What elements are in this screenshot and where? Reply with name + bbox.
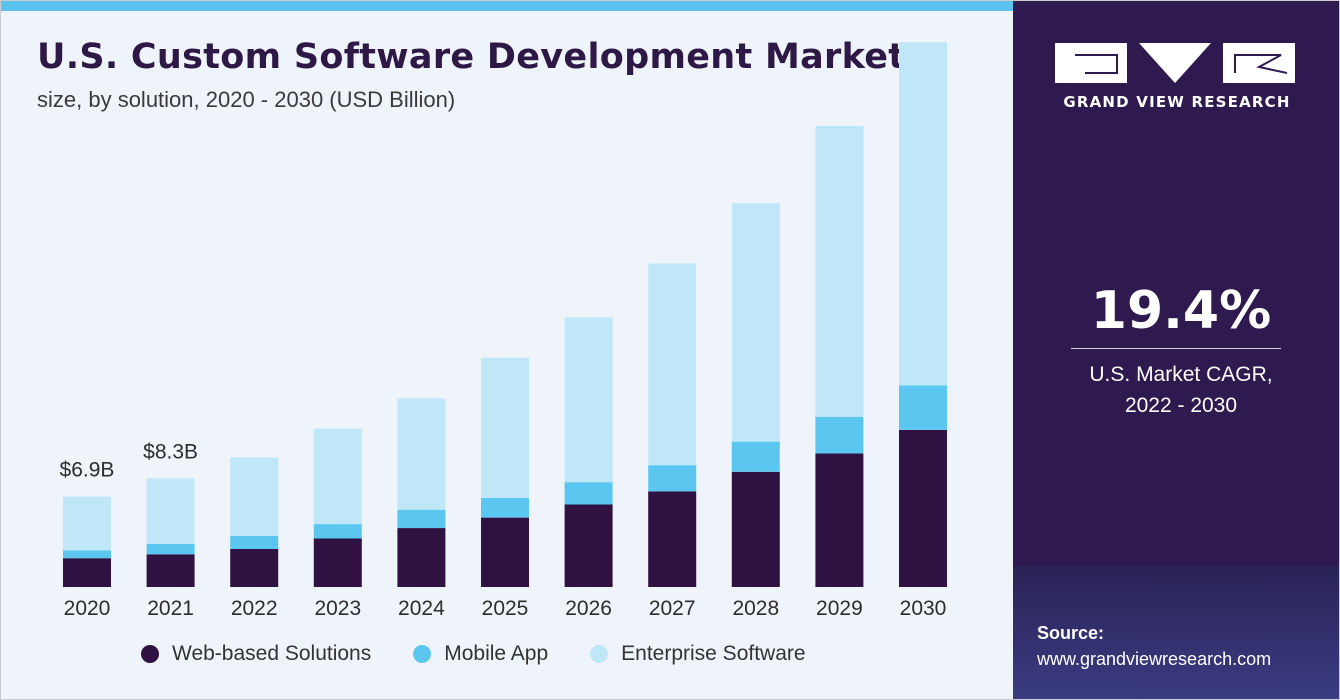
bar-web-2020 xyxy=(63,558,111,587)
cagr-label-line2: 2022 - 2030 xyxy=(1124,394,1238,417)
x-tick-label-2027: 2027 xyxy=(649,597,696,620)
legend-swatch-mobile xyxy=(413,645,432,663)
data-label-2021: $8.3B xyxy=(143,440,198,463)
chart-title: U.S. Custom Software Development Market xyxy=(37,37,906,77)
legend-swatch-web xyxy=(141,645,159,663)
bar-web-2023 xyxy=(313,538,362,587)
x-tick-label-2029: 2029 xyxy=(816,597,863,620)
bar-web-2028 xyxy=(731,471,780,587)
legend: Web-based Solutions Mobile App Enterpris… xyxy=(141,642,848,666)
legend-item-web: Web-based Solutions xyxy=(141,642,371,666)
bar-web-2030 xyxy=(899,429,947,587)
bar-enterprise-2026 xyxy=(564,317,613,483)
chart-subtitle: size, by solution, 2020 - 2030 (USD Bill… xyxy=(37,87,456,112)
bar-web-2027 xyxy=(648,491,697,587)
bar-mobile-2021 xyxy=(146,543,195,555)
panel-texture xyxy=(1013,566,1339,699)
data-labels-group: $6.9B $8.3B xyxy=(60,440,198,481)
bar-mobile-2026 xyxy=(564,482,613,505)
bar-mobile-2029 xyxy=(815,416,864,454)
bar-web-2026 xyxy=(564,504,613,587)
brand-name: GRAND VIEW RESEARCH xyxy=(1063,93,1291,111)
bar-web-2021 xyxy=(146,554,195,587)
bar-mobile-2025 xyxy=(481,498,529,518)
x-tick-label-2026: 2026 xyxy=(565,597,612,620)
bar-enterprise-2020 xyxy=(63,496,111,551)
cagr-value: 19.4% xyxy=(1090,281,1272,341)
legend-label-enterprise: Enterprise Software xyxy=(621,642,806,665)
x-tick-label-2025: 2025 xyxy=(482,597,529,620)
bar-web-2025 xyxy=(481,517,529,587)
bars-group xyxy=(63,42,947,587)
source-title: Source: xyxy=(1037,623,1105,643)
bar-mobile-2023 xyxy=(313,524,362,539)
legend-label-web: Web-based Solutions xyxy=(172,642,372,665)
source-url[interactable]: www.grandviewresearch.com xyxy=(1037,649,1272,669)
bar-enterprise-2030 xyxy=(899,42,947,386)
cagr-label-line1: U.S. Market CAGR, xyxy=(1089,363,1273,386)
legend-item-mobile: Mobile App xyxy=(413,642,548,666)
cagr-divider xyxy=(1071,348,1281,349)
data-label-2020: $6.9B xyxy=(60,459,115,482)
legend-item-enterprise: Enterprise Software xyxy=(590,642,806,666)
bar-enterprise-2023 xyxy=(313,428,362,525)
bar-enterprise-2025 xyxy=(481,357,529,498)
x-tick-label-2021: 2021 xyxy=(147,597,194,620)
bar-mobile-2028 xyxy=(731,441,780,472)
bar-enterprise-2029 xyxy=(815,126,864,417)
accent-bar xyxy=(1,1,1013,11)
x-tick-label-2020: 2020 xyxy=(64,597,111,620)
bar-mobile-2027 xyxy=(648,465,697,492)
bar-mobile-2022 xyxy=(230,535,279,549)
cagr-label: U.S. Market CAGR, 2022 - 2030 xyxy=(1053,359,1309,421)
bar-web-2029 xyxy=(815,453,864,587)
bar-web-2022 xyxy=(230,549,279,587)
bar-enterprise-2027 xyxy=(648,263,697,466)
bar-enterprise-2022 xyxy=(230,457,279,536)
bar-enterprise-2024 xyxy=(397,398,446,510)
x-tick-label-2030: 2030 xyxy=(900,597,947,620)
x-tick-label-2024: 2024 xyxy=(398,597,445,620)
bar-mobile-2024 xyxy=(397,509,446,528)
bar-mobile-2020 xyxy=(63,550,111,559)
grand-view-research-logo xyxy=(1055,43,1295,83)
bar-enterprise-2021 xyxy=(146,478,195,544)
x-tick-label-2023: 2023 xyxy=(314,597,361,620)
bar-mobile-2030 xyxy=(899,385,947,430)
legend-swatch-enterprise xyxy=(590,645,609,663)
bar-web-2024 xyxy=(397,528,446,587)
brand-panel: GRAND VIEW RESEARCH 19.4% U.S. Market CA… xyxy=(1013,1,1339,699)
x-axis-ticks: 2020 2021 2022 2023 2024 2025 2026 2027 2028 2029… xyxy=(64,597,947,620)
x-tick-label-2028: 2028 xyxy=(732,597,779,620)
bar-enterprise-2028 xyxy=(731,203,780,442)
x-tick-label-2022: 2022 xyxy=(231,597,278,620)
bar-chart: $6.9B$8.3B 2020 2021 2022 2023 2024 2025 2026 2… xyxy=(60,42,947,620)
legend-label-mobile: Mobile App xyxy=(444,642,549,665)
